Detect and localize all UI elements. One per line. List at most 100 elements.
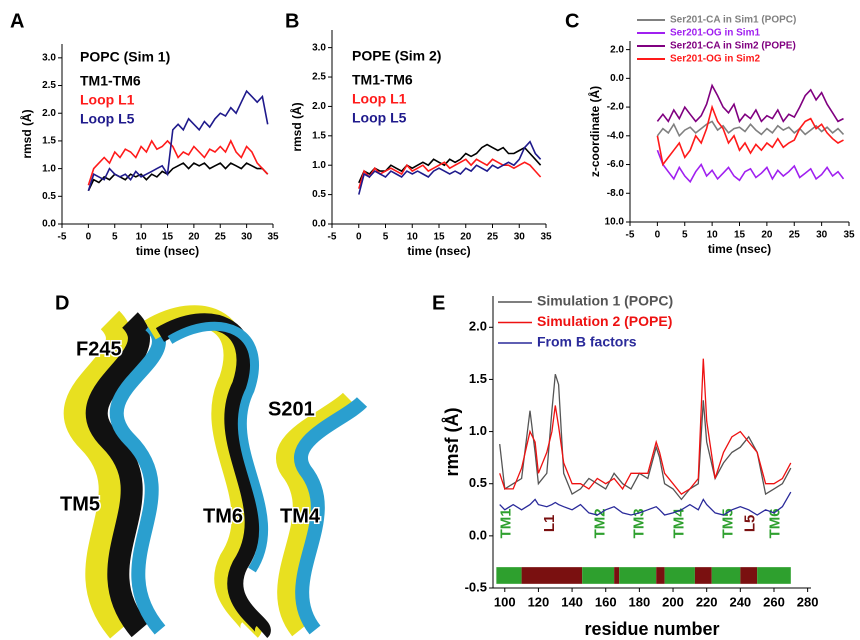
y-tick-label: -8.0 — [607, 188, 625, 199]
region-label: TM2 — [592, 508, 609, 538]
y-tick-label: 2.0 — [312, 101, 326, 112]
region-segment — [694, 567, 712, 584]
x-tick-label: 280 — [797, 595, 819, 610]
panel-letter: A — [10, 10, 24, 32]
y-tick-label: -0.5 — [465, 579, 487, 594]
data-line — [656, 120, 845, 138]
y-tick-label: 1.5 — [42, 136, 56, 147]
x-tick-label: 0 — [356, 232, 362, 243]
data-line — [656, 104, 844, 167]
helix-label: TM4 — [280, 505, 321, 527]
legend-entry: Ser201-OG in Sim2 — [670, 54, 760, 65]
x-tick-label: -5 — [328, 232, 337, 243]
region-label: L1 — [541, 515, 558, 533]
x-tick-label: 35 — [843, 230, 855, 241]
y-tick-label: 1.5 — [469, 371, 487, 386]
x-tick-label: -5 — [626, 230, 635, 241]
x-tick-label: 25 — [215, 232, 227, 243]
y-tick-label: 2.0 — [610, 44, 624, 55]
x-tick-label: 15 — [162, 232, 174, 243]
y-tick-label: -6.0 — [607, 159, 625, 170]
y-tick-label: 0.0 — [42, 219, 56, 230]
x-tick-label: 15 — [734, 230, 746, 241]
region-label: TM6 — [767, 508, 784, 538]
x-tick-label: 20 — [188, 232, 200, 243]
x-tick-label: 35 — [267, 232, 279, 243]
y-tick-label: 0.5 — [312, 189, 326, 200]
y-tick-label: 3.0 — [312, 42, 326, 53]
x-tick-label: 220 — [696, 595, 718, 610]
residue-label: S201 — [268, 398, 315, 420]
x-tick-label: 20 — [761, 230, 773, 241]
region-label: TM3 — [630, 508, 647, 538]
legend-entry: From B factors — [537, 334, 637, 350]
panel-letter: E — [432, 292, 445, 314]
region-label: TM1 — [497, 508, 514, 538]
x-tick-label: 10 — [407, 232, 419, 243]
y-tick-label: -2.0 — [607, 102, 625, 113]
y-axis-label: rmsd (Å) — [19, 109, 34, 158]
x-tick-label: 30 — [241, 232, 253, 243]
legend-entry: Loop L1 — [352, 91, 407, 107]
y-tick-label: 1.0 — [312, 160, 326, 171]
data-line — [87, 89, 269, 192]
legend-entry: Loop L1 — [80, 92, 135, 108]
x-axis-label: time (nsec) — [407, 244, 470, 258]
region-segment — [664, 567, 695, 584]
x-tick-label: 5 — [112, 232, 118, 243]
x-tick-label: 10 — [136, 232, 148, 243]
legend-entry: Ser201-OG in Sim1 — [670, 28, 760, 39]
legend-entry: Ser201-CA in Sim1 (POPC) — [670, 15, 796, 26]
helix-label: TM5 — [60, 493, 100, 515]
y-tick-label: 0.0 — [610, 73, 624, 84]
legend-entry: Simulation 2 (POPE) — [537, 313, 672, 329]
y-tick-label: 1.0 — [469, 423, 487, 438]
data-line — [87, 139, 269, 186]
x-tick-label: 180 — [629, 595, 651, 610]
x-tick-label: 10 — [707, 230, 719, 241]
region-label: L5 — [741, 515, 758, 533]
helix-ribbon — [85, 312, 150, 638]
y-tick-label: 0.5 — [42, 191, 56, 202]
x-axis-label: residue number — [584, 619, 719, 639]
x-tick-label: 5 — [383, 232, 389, 243]
x-tick-label: 100 — [494, 595, 516, 610]
legend-entry: Simulation 1 (POPC) — [537, 293, 673, 309]
x-tick-label: 200 — [662, 595, 684, 610]
data-line — [358, 143, 542, 184]
panel-letter: B — [285, 10, 299, 32]
region-segment — [619, 567, 657, 584]
region-label: TM5 — [720, 508, 737, 538]
x-tick-label: 30 — [514, 232, 526, 243]
x-tick-label: 0 — [86, 232, 92, 243]
x-axis-label: time (nsec) — [708, 242, 771, 256]
x-tick-label: 260 — [763, 595, 785, 610]
legend-entry: Loop L5 — [80, 111, 135, 127]
helix-ribbon — [276, 392, 358, 637]
x-tick-label: 140 — [561, 595, 583, 610]
x-tick-label: -5 — [58, 232, 67, 243]
data-line — [499, 358, 792, 495]
y-tick-label: 3.0 — [42, 52, 56, 63]
region-segment — [757, 567, 791, 584]
y-tick-label: 10.0 — [605, 217, 625, 228]
x-tick-label: 120 — [528, 595, 550, 610]
y-tick-label: 0.0 — [312, 219, 326, 230]
helix-ribbon — [294, 396, 368, 635]
legend-entry: TM1-TM6 — [80, 73, 141, 89]
structure-panel: D F245 S201 TM5 TM6 TM4 — [55, 292, 368, 639]
x-tick-label: 0 — [655, 230, 661, 241]
panel-letter: D — [55, 292, 69, 314]
y-axis-label: rmsf (Å) — [442, 407, 462, 476]
region-segment — [496, 567, 522, 584]
y-tick-label: 0.0 — [469, 527, 487, 542]
region-segment — [614, 567, 620, 584]
y-axis-label: rmsd (Å) — [289, 102, 304, 151]
legend-title: POPE (Sim 2) — [352, 48, 441, 64]
legend-entry: TM1-TM6 — [352, 72, 413, 88]
region-segment — [656, 567, 665, 584]
x-tick-label: 15 — [433, 232, 445, 243]
x-tick-label: 160 — [595, 595, 617, 610]
data-line — [656, 83, 844, 124]
